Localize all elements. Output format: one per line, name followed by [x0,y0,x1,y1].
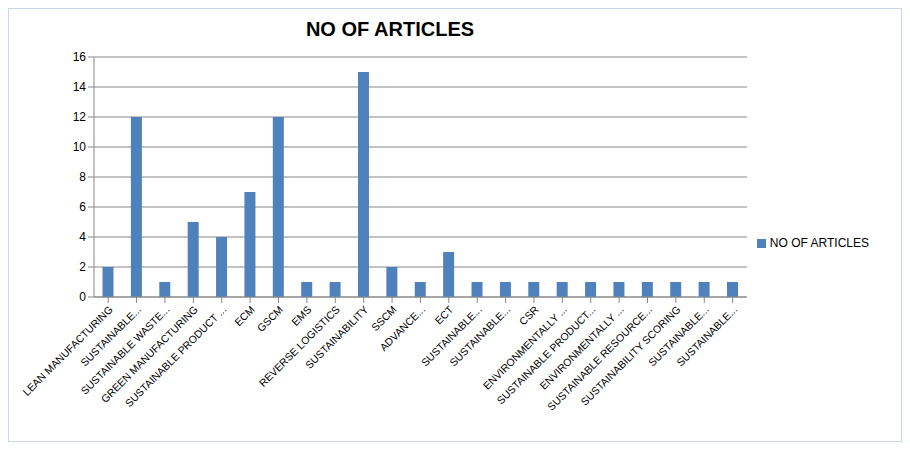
svg-text:SUSTAINABLE RESOURCE...: SUSTAINABLE RESOURCE... [545,303,654,412]
svg-text:ENVIRONMENTALLY ...: ENVIRONMENTALLY ... [537,303,626,392]
svg-text:4: 4 [79,230,86,244]
svg-text:GREEN MANUFACTURING: GREEN MANUFACTURING [98,303,200,405]
svg-text:SSCM: SSCM [368,303,399,334]
svg-text:SUSTAINABILITY SCORING: SUSTAINABILITY SCORING [578,303,683,408]
html-text:NO OF ARTICLES: NO OF ARTICLES [305,18,475,40]
svg-text:12: 12 [73,110,87,124]
svg-text:SUSTAINABLE...: SUSTAINABLE... [674,303,739,368]
svg-text:8: 8 [79,170,86,184]
svg-text:SUSTAINABLE...: SUSTAINABLE... [447,303,512,368]
svg-text:6: 6 [79,200,86,214]
svg-text:2: 2 [79,260,86,274]
svg-text:REVERSE LOGISTICS: REVERSE LOGISTICS [256,303,342,389]
svg-text:ADVANCE...: ADVANCE... [377,303,427,353]
svg-text:GSCM: GSCM [254,303,285,334]
svg-text:SUSTAINABLE PRODUCT...: SUSTAINABLE PRODUCT... [494,303,598,407]
svg-text:SUSTAINABLE WASTE...: SUSTAINABLE WASTE... [78,303,172,397]
svg-text:ECT: ECT [432,303,456,327]
svg-text:SUSTAINABLE PRODUCT ...: SUSTAINABLE PRODUCT ... [122,303,228,409]
svg-text:LEAN MANUFACTURING: LEAN MANUFACTURING [20,303,115,398]
svg-text:0: 0 [79,290,86,304]
svg-text:CSR: CSR [516,303,540,327]
svg-text:EMS: EMS [289,303,314,328]
svg-text:14: 14 [73,80,87,94]
svg-text:ENVIRONMENTALLY ...: ENVIRONMENTALLY ... [480,303,569,392]
svg-text:SUSTAINABILITY: SUSTAINABILITY [303,303,371,371]
svg-text:ECM: ECM [232,303,257,328]
svg-text:SUSTAINABLE...: SUSTAINABLE... [78,303,144,369]
svg-text:16: 16 [73,50,87,64]
svg-text:10: 10 [73,140,87,154]
html-text:NO OF ARTICLES: NO OF ARTICLES [769,236,869,250]
